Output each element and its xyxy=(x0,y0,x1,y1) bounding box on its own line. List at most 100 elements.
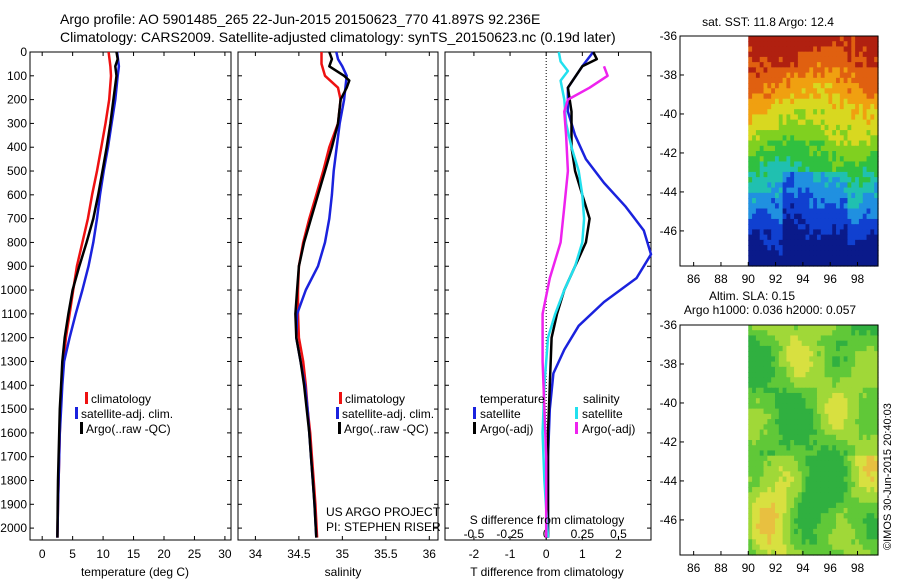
heatmap-cell xyxy=(847,351,852,357)
heatmap-cell xyxy=(847,114,852,121)
heatmap-cell xyxy=(759,513,765,520)
heatmap-cell xyxy=(797,156,803,163)
heatmap-cell xyxy=(778,518,784,525)
heatmap-cell xyxy=(839,424,845,431)
heatmap-cell xyxy=(816,119,822,126)
heatmap-cell xyxy=(748,340,753,347)
heatmap-cell xyxy=(813,135,818,142)
heatmap-cell xyxy=(828,255,833,262)
heatmap-cell xyxy=(771,260,776,267)
heatmap-cell xyxy=(782,83,788,89)
heatmap-cell xyxy=(836,103,841,110)
heatmap-cell xyxy=(836,408,841,415)
heatmap-cell xyxy=(794,130,799,136)
heatmap-cell xyxy=(809,544,814,551)
heatmap-cell xyxy=(820,229,826,236)
pi-label: PI: STEPHEN RISER xyxy=(326,520,441,534)
heatmap-cell xyxy=(752,345,757,352)
heatmap-cell xyxy=(813,335,818,342)
heatmap-cell xyxy=(755,218,761,225)
heatmap-cell xyxy=(836,56,841,63)
heatmap-cell xyxy=(763,466,768,472)
heatmap-cell xyxy=(836,161,841,168)
heatmap-cell xyxy=(813,51,818,58)
heatmap-cell xyxy=(786,460,791,467)
heatmap-cell xyxy=(813,98,818,105)
heatmap-cell xyxy=(824,208,829,215)
heatmap-cell xyxy=(851,408,856,415)
heatmap-cell xyxy=(843,114,849,121)
series-line xyxy=(541,65,609,538)
heatmap-cell xyxy=(763,41,768,48)
heatmap-cell xyxy=(782,507,788,514)
heatmap-cell xyxy=(874,487,879,493)
x-tick-label: 90 xyxy=(742,272,756,286)
heatmap-cell xyxy=(824,408,829,415)
heatmap-cell xyxy=(771,124,776,131)
heatmap-cell xyxy=(805,250,810,257)
heatmap-cell xyxy=(767,497,772,504)
heatmap-cell xyxy=(862,502,868,509)
heatmap-cell xyxy=(786,408,791,415)
heatmap-cell xyxy=(858,145,864,152)
heatmap-cell xyxy=(763,476,768,483)
heatmap-cell xyxy=(843,440,849,446)
heatmap-cell xyxy=(832,513,837,520)
heatmap-cell xyxy=(847,77,852,84)
heatmap-cell xyxy=(851,177,856,183)
heatmap-cell xyxy=(797,523,803,530)
heatmap-cell xyxy=(759,239,765,246)
heatmap-cell xyxy=(771,130,776,136)
heatmap-cell xyxy=(866,88,871,95)
heatmap-cell xyxy=(851,345,856,352)
heatmap-cell xyxy=(809,203,814,210)
heatmap-cell xyxy=(790,335,795,342)
heatmap-cell xyxy=(816,224,822,231)
legend-swatch-climatology xyxy=(339,392,342,404)
heatmap-cell xyxy=(748,507,753,514)
heatmap-cell xyxy=(782,408,788,415)
heatmap-cell xyxy=(866,450,871,457)
heatmap-cell xyxy=(778,377,784,384)
heatmap-cell xyxy=(752,41,757,48)
heatmap-cell xyxy=(809,345,814,352)
heatmap-cell xyxy=(786,413,791,420)
heatmap-cell xyxy=(824,177,829,183)
heatmap-cell xyxy=(836,151,841,157)
heatmap-cell xyxy=(748,187,753,194)
heatmap-cell xyxy=(763,330,768,337)
heatmap-cell xyxy=(748,41,753,48)
heatmap-cell xyxy=(767,198,772,204)
heatmap-cell xyxy=(839,492,845,499)
heatmap-cell xyxy=(824,41,829,48)
heatmap-cell xyxy=(828,36,833,42)
heatmap-cell xyxy=(836,198,841,204)
heatmap-cell xyxy=(786,224,791,231)
heatmap-cell xyxy=(836,544,841,551)
heatmap-cell xyxy=(801,140,807,147)
heatmap-cell xyxy=(824,72,829,79)
heatmap-cell xyxy=(767,171,772,178)
heatmap-cell xyxy=(771,177,776,183)
heatmap-cell xyxy=(836,403,841,410)
heatmap-cell xyxy=(855,192,860,199)
heatmap-cell xyxy=(851,151,856,157)
heatmap-cell xyxy=(786,372,791,378)
heatmap-cell xyxy=(771,340,776,347)
heatmap-cell xyxy=(858,255,864,262)
heatmap-cell xyxy=(759,109,765,116)
heatmap-cell xyxy=(797,83,803,89)
heatmap-cell xyxy=(763,398,768,405)
heatmap-cell xyxy=(809,41,814,48)
heatmap-cell xyxy=(828,335,833,342)
heatmap-cell xyxy=(828,213,833,220)
heatmap-cell xyxy=(763,145,768,152)
heatmap-cell xyxy=(809,335,814,342)
heatmap-cell xyxy=(763,455,768,462)
heatmap-cell xyxy=(778,372,784,378)
heatmap-cell xyxy=(759,408,765,415)
heatmap-cell xyxy=(832,507,837,514)
heatmap-cell xyxy=(809,72,814,79)
heatmap-cell xyxy=(801,340,807,347)
heatmap-cell xyxy=(778,330,784,337)
